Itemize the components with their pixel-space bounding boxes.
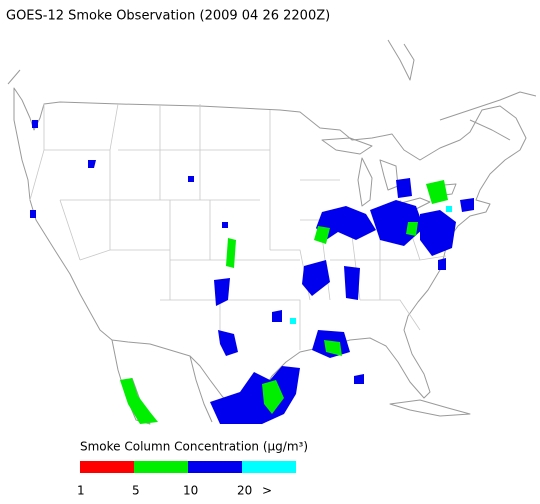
legend-title: Smoke Column Concentration (μg/m³) bbox=[80, 440, 308, 454]
smoke-patch bbox=[420, 210, 456, 256]
smoke-patch bbox=[30, 120, 474, 384]
great-lakes bbox=[321, 137, 457, 213]
legend: 1 5 10 20 > bbox=[77, 461, 296, 498]
smoke-patch bbox=[396, 178, 412, 198]
legend-label: 1 bbox=[77, 484, 85, 498]
smoke-patch bbox=[426, 180, 448, 204]
legend-swatch bbox=[188, 461, 242, 473]
basemap bbox=[7, 39, 537, 425]
smoke-patch bbox=[302, 260, 330, 296]
smoke-patch bbox=[226, 238, 236, 268]
legend-swatch bbox=[242, 461, 296, 473]
smoke-patch bbox=[406, 222, 418, 236]
smoke-patch bbox=[120, 378, 158, 424]
smoke-patch bbox=[324, 340, 342, 356]
canada-coast bbox=[7, 39, 537, 141]
smoke-patch bbox=[344, 266, 360, 300]
smoke-patches bbox=[30, 120, 474, 424]
legend-label: > bbox=[262, 484, 272, 498]
legend-label: 20 bbox=[237, 484, 252, 498]
smoke-patch bbox=[262, 380, 284, 414]
map-title: GOES-12 Smoke Observation (2009 04 26 22… bbox=[6, 9, 330, 24]
legend-label: 10 bbox=[183, 484, 198, 498]
smoke-patch bbox=[316, 206, 376, 240]
legend-label: 5 bbox=[132, 484, 140, 498]
smoke-patch bbox=[214, 278, 230, 306]
smoke-patch bbox=[210, 366, 300, 424]
cuba bbox=[389, 399, 471, 417]
smoke-patch bbox=[314, 226, 330, 244]
smoke-patch bbox=[218, 330, 238, 356]
legend-swatch bbox=[80, 461, 134, 473]
legend-swatch bbox=[134, 461, 188, 473]
